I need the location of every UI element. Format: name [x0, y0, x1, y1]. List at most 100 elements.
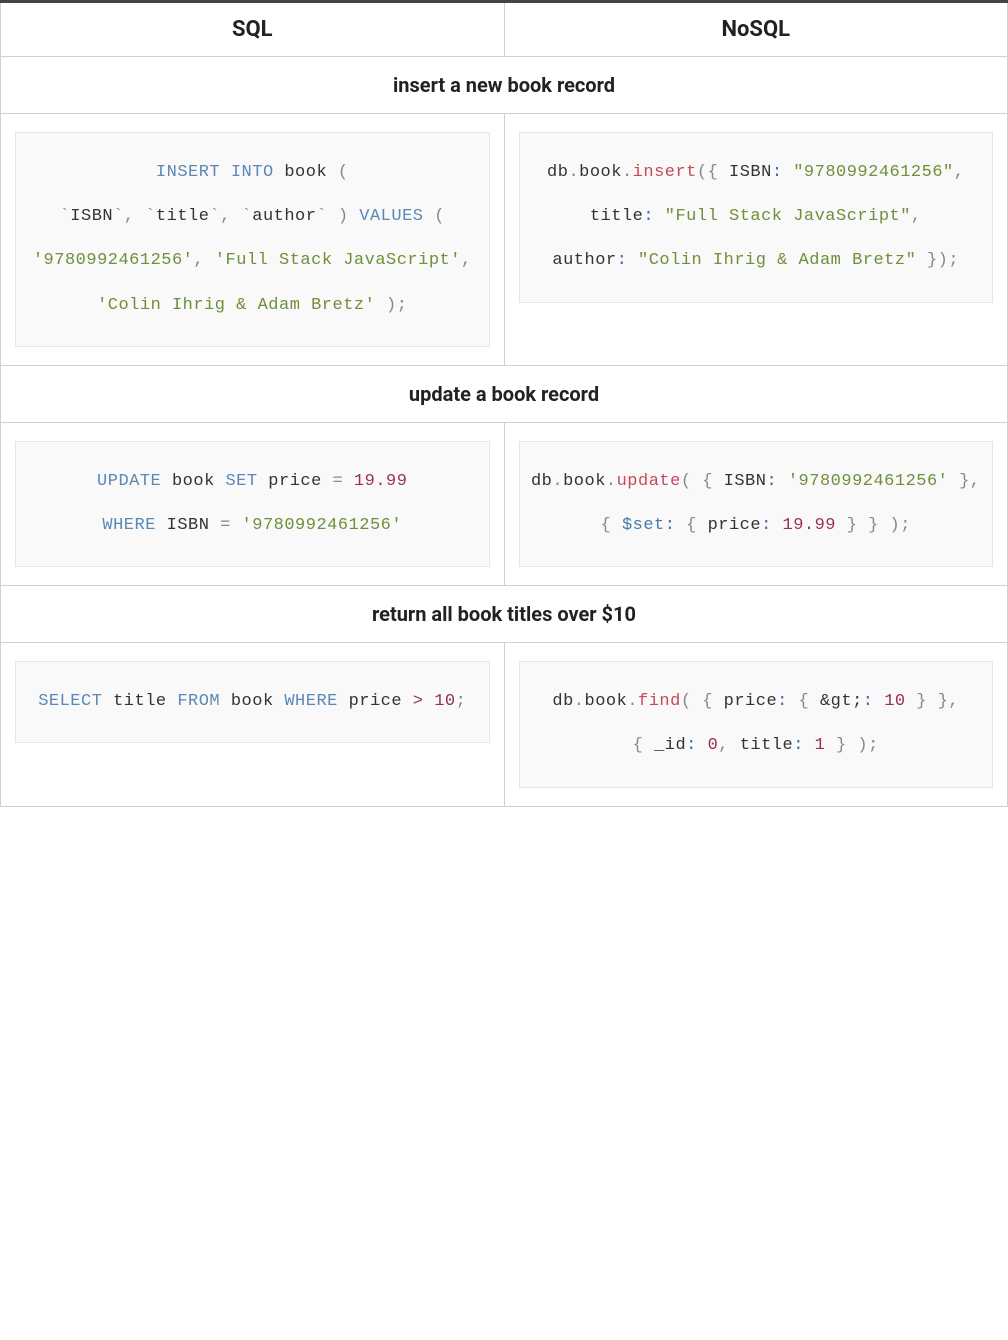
- table-body: insert a new book recordINSERT INTO book…: [1, 57, 1008, 807]
- code-token: [772, 516, 783, 535]
- section-title: update a book record: [1, 365, 1008, 422]
- code-token: [804, 736, 815, 755]
- code-block: db.book.update( { ISBN: '9780992461256' …: [519, 441, 994, 567]
- code-token: '9780992461256': [242, 516, 403, 535]
- code-block: db.book.find( { price: { &gt;: 10 } }, {…: [519, 661, 994, 787]
- code-token: :: [643, 207, 654, 226]
- code-token: _id: [654, 736, 686, 755]
- code-token: :: [766, 472, 777, 491]
- section-title-row: update a book record: [1, 365, 1008, 422]
- code-token: 0: [708, 736, 719, 755]
- code-token: SELECT: [38, 692, 102, 711]
- code-token: UPDATE: [97, 472, 161, 491]
- code-token: title: [590, 207, 644, 226]
- code-token: :: [617, 251, 628, 270]
- code-token: ISBN: [156, 516, 220, 535]
- code-token: [697, 736, 708, 755]
- code-block: SELECT title FROM book WHERE price > 10;: [15, 661, 490, 743]
- code-token: db: [552, 692, 573, 711]
- code-token: book: [579, 163, 622, 182]
- code-token: "9780992461256": [793, 163, 954, 182]
- code-token: {: [788, 692, 820, 711]
- code-token: =: [333, 472, 344, 491]
- code-token: update: [617, 472, 681, 491]
- code-token: ,: [954, 163, 965, 182]
- code-token: ISBN: [724, 472, 767, 491]
- header-row: SQL NoSQL: [1, 2, 1008, 57]
- code-token: &gt;: [820, 692, 863, 711]
- code-token: author: [552, 251, 616, 270]
- code-token: "Colin Ihrig & Adam: [638, 251, 841, 270]
- code-token: );: [386, 296, 407, 315]
- code-token: title: [102, 692, 177, 711]
- nosql-cell: db.book.find( { price: { &gt;: 10 } }, {…: [504, 643, 1008, 806]
- code-token: :: [761, 516, 772, 535]
- code-token: '9780992461256': [788, 472, 949, 491]
- code-token: });: [927, 251, 959, 270]
- nosql-cell: db.book.update( { ISBN: '9780992461256' …: [504, 422, 1008, 585]
- code-token: ISBN: [729, 163, 772, 182]
- code-token: .: [606, 472, 617, 491]
- code-token: :: [772, 163, 783, 182]
- code-row: UPDATE book SET price = 19.99 WHERE ISBN…: [1, 422, 1008, 585]
- code-token: 'Colin Ihrig & Adam Bretz': [97, 296, 375, 315]
- code-token: `: [242, 207, 253, 226]
- code-token: Bretz": [852, 251, 916, 270]
- code-token: price: [708, 516, 762, 535]
- code-token: (: [338, 163, 349, 182]
- code-token: [873, 692, 884, 711]
- code-token: ,: [193, 251, 204, 270]
- sql-cell: SELECT title FROM book WHERE price > 10;: [1, 643, 505, 806]
- code-token: $set: [622, 516, 665, 535]
- code-token: ISBN: [70, 207, 113, 226]
- code-token: price: [724, 692, 778, 711]
- code-token: } }: [836, 516, 879, 535]
- code-token: ,: [911, 207, 922, 226]
- code-token: "Full Stack: [665, 207, 783, 226]
- code-token: {: [633, 736, 654, 755]
- code-token: [654, 207, 665, 226]
- code-row: SELECT title FROM book WHERE price > 10;…: [1, 643, 1008, 806]
- nosql-cell: db.book.insert({ ISBN: "9780992461256", …: [504, 114, 1008, 366]
- code-token: [424, 692, 435, 711]
- code-token: book: [563, 472, 606, 491]
- code-token: :: [863, 692, 874, 711]
- code-token: VALUES: [359, 207, 423, 226]
- code-token: FROM: [177, 692, 220, 711]
- code-token: WHERE: [284, 692, 338, 711]
- code-token: =: [220, 516, 231, 535]
- code-token: ;: [456, 692, 467, 711]
- code-token: 10: [884, 692, 905, 711]
- code-token: [231, 516, 242, 535]
- code-token: );: [890, 516, 911, 535]
- code-token: insert: [633, 163, 697, 182]
- code-token: 10: [434, 692, 455, 711]
- code-token: },: [948, 472, 980, 491]
- code-token: .: [552, 472, 563, 491]
- code-token: title: [156, 207, 210, 226]
- code-token: price: [338, 692, 413, 711]
- sql-cell: INSERT INTO book ( `ISBN`, `title`, `aut…: [1, 114, 505, 366]
- code-token: book: [220, 692, 274, 711]
- code-token: ,: [124, 207, 145, 226]
- code-token: (: [681, 472, 692, 491]
- code-token: [783, 163, 794, 182]
- comparison-table: SQL NoSQL insert a new book recordINSERT…: [0, 0, 1008, 807]
- section-title-row: return all book titles over $10: [1, 586, 1008, 643]
- code-token: `: [60, 207, 71, 226]
- code-token: `: [113, 207, 124, 226]
- code-token: (: [681, 692, 692, 711]
- code-token: `: [145, 207, 156, 226]
- code-token: [777, 472, 788, 491]
- section-title: return all book titles over $10: [1, 586, 1008, 643]
- code-token: `: [316, 207, 327, 226]
- code-token: ): [338, 207, 349, 226]
- code-token: ,: [718, 736, 739, 755]
- code-token: }: [825, 736, 846, 755]
- code-token: );: [857, 736, 878, 755]
- section-title: insert a new book record: [1, 57, 1008, 114]
- code-token: price: [258, 472, 333, 491]
- column-header-nosql: NoSQL: [504, 2, 1008, 57]
- code-block: db.book.insert({ ISBN: "9780992461256", …: [519, 132, 994, 303]
- code-block: UPDATE book SET price = 19.99 WHERE ISBN…: [15, 441, 490, 567]
